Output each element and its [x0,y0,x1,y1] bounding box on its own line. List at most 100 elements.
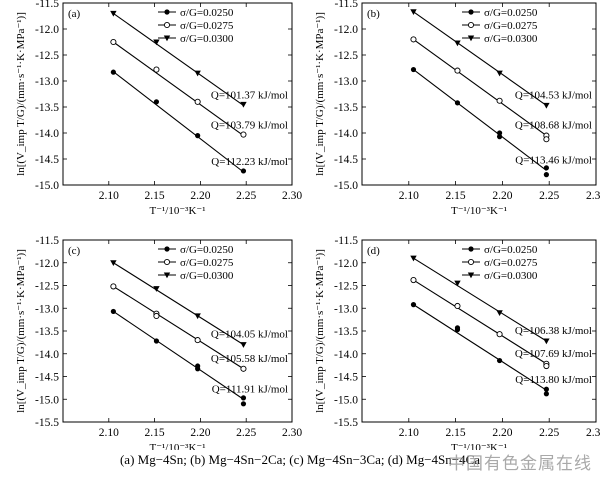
y-tick-label: -14.0 [334,349,358,361]
data-point [496,97,503,104]
y-tick-label: -11.5 [334,235,358,247]
x-axis-label: T⁻¹/10⁻³K⁻¹ [451,205,507,217]
y-tick-label: -15.0 [35,394,59,406]
fit-line [413,38,547,137]
data-point [410,302,417,308]
activation-energy-label: Q=106.38 kJ/mol [515,325,592,337]
fit-line [113,262,244,346]
y-tick-label: -14.5 [334,372,358,384]
legend-marker [163,272,171,279]
x-tick-label: 2.10 [99,190,119,202]
legend-marker [467,258,475,266]
legend-label: σ/G=0.0275 [180,257,234,269]
data-point [240,401,247,407]
activation-energy-label: Q=104.53 kJ/mol [515,89,592,101]
x-tick-label: 2.15 [446,190,466,202]
series-2: σ/G=0.0300 Q=104.05 kJ/mol [110,260,288,348]
data-point [240,101,247,108]
y-tick-label: -11.5 [334,0,358,10]
legend-marker [467,35,475,42]
legend-marker [164,9,170,15]
x-tick-label: 2.20 [492,190,512,202]
legend-marker [467,21,475,29]
data-point [543,165,549,171]
data-point [153,286,160,292]
y-tick-label: -13.0 [334,303,358,315]
x-tick-label: 2.20 [190,190,210,202]
x-tick-label: 2.30 [282,190,302,202]
panel-letter: (b) [367,8,380,20]
fit-line [113,71,244,173]
data-point [195,366,201,372]
y-axis-label: ln[(V_imp T/G)/(mm·s⁻¹·K·MPa⁻¹)] [314,249,326,413]
x-tick-label: 2.10 [399,427,419,439]
data-point [240,168,247,174]
legend-marker [163,35,171,42]
y-tick-label: -15.0 [334,180,358,192]
x-tick-label: 2.15 [145,190,165,202]
fit-line [413,69,547,171]
data-point [240,365,247,372]
legend-marker [467,272,475,279]
x-axis-label: T⁻¹/10⁻³K⁻¹ [149,205,205,217]
legend-label: σ/G=0.0300 [180,270,234,282]
activation-energy-label: Q=108.68 kJ/mol [515,120,592,132]
x-tick-label: 2.25 [539,190,559,202]
y-tick-label: -11.5 [35,0,59,10]
data-point [194,98,201,105]
legend-marker [164,246,170,252]
panel-letter: (c) [68,245,81,257]
data-point [153,338,160,344]
y-tick-label: -12.0 [334,258,358,270]
data-point [240,395,247,401]
series-2: σ/G=0.0300 Q=104.53 kJ/mol [410,9,592,109]
panel-letter: (a) [68,8,81,20]
y-tick-label: -15.5 [35,417,59,429]
activation-energy-label: Q=107.69 kJ/mol [515,348,592,360]
data-point [410,9,417,16]
series-0: σ/G=0.0250 Q=113.46 kJ/mol [410,7,592,178]
x-tick-label: 2.25 [539,427,559,439]
data-point [496,130,503,136]
y-tick-label: -14.5 [334,154,358,166]
figure-panels: 2.10 2.15 2.20 2.25 2.30 -11.5 -12.0 -12.5 -13.0… [15,0,600,450]
y-tick-label: -13.0 [35,76,59,88]
fit-line [113,12,244,106]
data-point [543,386,549,392]
data-point [543,102,550,109]
x-axis-label: T⁻¹/10⁻³K⁻¹ [149,442,205,450]
legend-label: σ/G=0.0300 [484,33,538,45]
chart-panel-a: 2.10 2.15 2.20 2.25 2.30 -11.5 -12.0 -12.5 -13.0… [15,0,302,217]
activation-energy-label: Q=103.79 kJ/mol [211,120,288,132]
legend-label: σ/G=0.0250 [180,244,234,256]
x-tick-label: 2.30 [282,427,302,439]
x-tick-label: 2.15 [145,427,165,439]
panel-letter: (d) [367,245,380,257]
y-tick-label: -15.5 [334,417,358,429]
legend-marker [163,21,171,29]
data-point [110,260,117,266]
data-point [543,391,549,397]
y-tick-label: -12.5 [334,50,358,62]
plot-frame [62,2,293,186]
data-point [543,136,550,143]
plot-frame [361,2,597,186]
activation-energy-label: Q=112.23 kJ/mol [211,156,288,168]
x-tick-label: 2.30 [586,427,600,439]
series-1: σ/G=0.0275 Q=107.69 kJ/mol [410,257,592,370]
legend-label: σ/G=0.0275 [484,20,538,32]
fit-line [113,41,244,137]
data-point [410,36,417,43]
series-0: σ/G=0.0250 Q=112.23 kJ/mol [110,7,288,174]
data-point [410,255,417,262]
data-point [153,99,160,105]
data-point [410,276,417,284]
legend-label: σ/G=0.0300 [180,33,234,45]
chart-panel-c: 2.10 2.15 2.20 2.25 2.30 -11.5 -12.0 -12.5 -13.0… [15,235,302,450]
y-tick-label: -14.5 [35,372,59,384]
legend-label: σ/G=0.0250 [484,7,538,19]
data-point [153,66,160,73]
activation-energy-label: Q=111.91 kJ/mol [212,383,288,395]
y-tick-label: -12.5 [35,281,59,293]
legend-marker [163,258,171,266]
